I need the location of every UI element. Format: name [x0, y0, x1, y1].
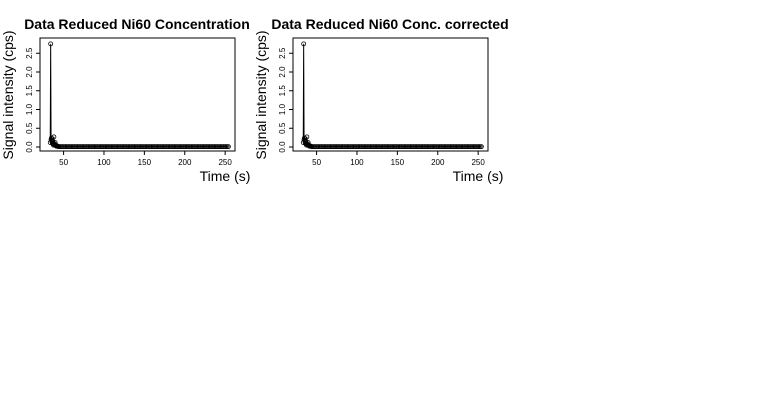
data-point: [225, 144, 231, 150]
data-point: [301, 41, 307, 47]
data-point: [478, 144, 484, 150]
data-point: [304, 134, 310, 140]
y-tick-label: 0.0: [278, 141, 287, 153]
x-tick-label: 50: [59, 158, 68, 167]
y-tick-label: 1.0: [278, 103, 287, 115]
x-axis-label: Time (s): [200, 168, 251, 184]
axis-ticks: 50 100 150 200 250 0.0 0.5 1.0 1.5 2.0 2.5: [278, 47, 485, 167]
chart-panel-concentration: Data Reduced Ni60 Concentration Time (s)…: [0, 16, 250, 184]
y-tick-label: 2.5: [25, 47, 34, 59]
y-tick-label: 2.5: [278, 47, 287, 59]
x-tick-label: 150: [138, 158, 152, 167]
y-tick-label: 2.0: [25, 66, 34, 78]
chart-title: Data Reduced Ni60 Conc. corrected: [271, 16, 508, 32]
y-axis-label: Signal intensity (cps): [0, 30, 16, 159]
data-point: [51, 134, 57, 140]
data-marks: [300, 41, 484, 150]
y-tick-label: 1.5: [25, 85, 34, 97]
x-tick-label: 250: [471, 158, 485, 167]
x-tick-label: 100: [350, 158, 364, 167]
y-tick-label: 0.5: [278, 122, 287, 134]
plot-box: [292, 37, 489, 152]
x-tick-label: 50: [312, 158, 321, 167]
y-tick-label: 1.0: [25, 103, 34, 115]
y-tick-label: 2.0: [278, 66, 287, 78]
x-axis-label: Time (s): [453, 168, 504, 184]
data-marks: [47, 41, 231, 150]
plot-box: [39, 37, 236, 152]
chart-title: Data Reduced Ni60 Concentration: [24, 16, 250, 32]
data-point: [48, 41, 54, 47]
y-axis-label: Signal intensity (cps): [253, 30, 269, 159]
data-point: [302, 135, 307, 141]
x-tick-label: 250: [218, 158, 232, 167]
series-line: [302, 43, 482, 148]
y-tick-label: 0.5: [25, 122, 34, 134]
axis-ticks: 50 100 150 200 250 0.0 0.5 1.0 1.5 2.0 2.5: [25, 47, 232, 167]
chart-panel-corrected: Data Reduced Ni60 Conc. corrected Time (…: [253, 16, 509, 184]
x-tick-label: 150: [391, 158, 405, 167]
y-tick-label: 0.0: [25, 141, 34, 153]
x-tick-label: 200: [178, 158, 192, 167]
x-tick-label: 100: [97, 158, 111, 167]
series-line: [49, 43, 229, 148]
x-tick-label: 200: [431, 158, 445, 167]
data-point: [49, 135, 54, 141]
y-tick-label: 1.5: [278, 85, 287, 97]
